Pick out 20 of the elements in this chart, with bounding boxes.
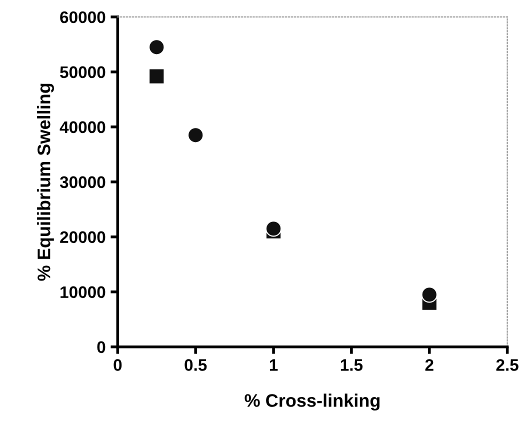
point xyxy=(265,220,282,237)
y-tick-label: 40000 xyxy=(60,121,106,134)
x-tick-label: 0 xyxy=(114,359,122,371)
y-tick-label: 10000 xyxy=(60,286,106,298)
point xyxy=(187,126,204,144)
point xyxy=(148,68,165,84)
y-axis-title: % Equilibrium Swelling xyxy=(37,84,54,281)
x-tick-label: 1 xyxy=(270,359,278,371)
y-tick-label: 30000 xyxy=(60,176,106,188)
x-tick-label: 0.5 xyxy=(184,359,207,371)
y-tick-label: 20000 xyxy=(60,231,106,244)
x-tick-label: 2.5 xyxy=(496,359,518,371)
y-tick-label: 0 xyxy=(97,341,106,354)
y-tick-label: 50000 xyxy=(60,66,106,78)
point xyxy=(421,286,438,303)
point xyxy=(148,39,165,56)
y-tick-label: 60000 xyxy=(60,11,106,24)
x-tick-label: 1.5 xyxy=(340,359,363,371)
x-tick-label: 2 xyxy=(425,359,434,371)
x-axis-title: % Cross-linking xyxy=(244,394,380,411)
